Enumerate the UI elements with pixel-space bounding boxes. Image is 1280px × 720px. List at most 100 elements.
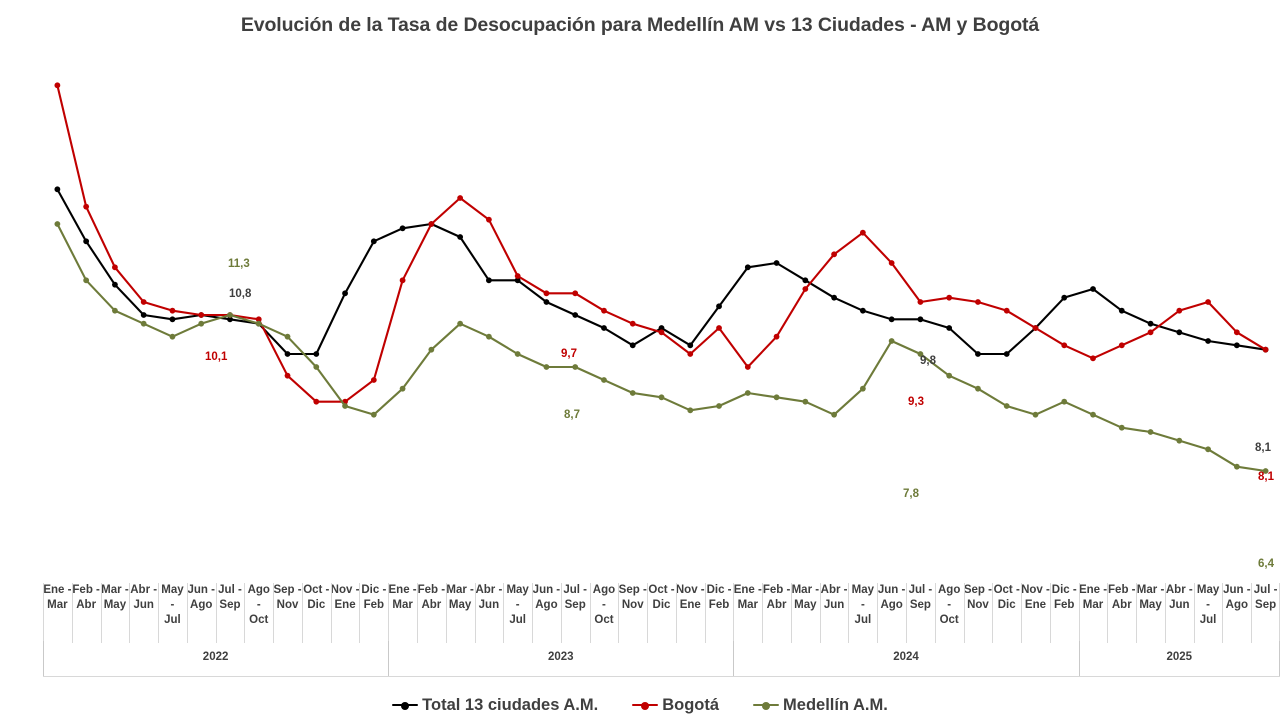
data-point bbox=[54, 82, 61, 89]
x-axis-tick-label: Abr - Jun bbox=[820, 584, 848, 611]
x-axis-tick-label: Feb - Abr bbox=[762, 584, 791, 611]
data-point bbox=[1061, 342, 1068, 349]
data-point bbox=[601, 377, 607, 383]
data-label: 8,7 bbox=[564, 409, 580, 421]
data-point bbox=[1061, 294, 1068, 301]
data-point bbox=[831, 251, 837, 258]
x-axis-tick bbox=[301, 583, 303, 643]
x-axis-tick-label: Nov - Ene bbox=[1021, 584, 1050, 611]
x-axis-tick bbox=[158, 583, 160, 643]
data-point bbox=[255, 320, 262, 327]
data-point bbox=[169, 307, 176, 314]
data-point bbox=[831, 294, 837, 301]
plot-area bbox=[0, 55, 1280, 575]
x-axis-tick bbox=[129, 583, 131, 643]
data-point bbox=[83, 238, 90, 245]
x-axis-tick bbox=[963, 583, 965, 643]
data-point bbox=[313, 364, 320, 370]
legend-item-2[interactable]: Bogotá bbox=[632, 696, 719, 715]
data-point bbox=[514, 273, 521, 279]
x-axis-tick bbox=[1164, 583, 1166, 643]
x-axis-tick-label: Oct - Dic bbox=[648, 584, 675, 611]
x-axis-tick-label: Nov - Ene bbox=[330, 584, 360, 611]
data-point bbox=[486, 333, 492, 340]
x-axis-tick bbox=[1136, 583, 1138, 643]
data-point bbox=[543, 299, 550, 305]
data-point bbox=[1262, 468, 1269, 474]
chart-title: Evolución de la Tasa de Desocupación par… bbox=[240, 14, 1040, 36]
data-point bbox=[342, 290, 348, 297]
x-axis-tick-label: Mar - May bbox=[791, 584, 820, 611]
x-axis-tick bbox=[503, 583, 505, 643]
x-axis-tick-label: Jul - Sep bbox=[908, 584, 933, 611]
data-label: 11,3 bbox=[228, 258, 250, 270]
x-axis-tick-label: Jul - Sep bbox=[1253, 584, 1278, 611]
x-axis-tick bbox=[388, 583, 390, 643]
x-axis-tick-label: Mar - May bbox=[101, 584, 129, 611]
data-point bbox=[227, 316, 233, 323]
data-point bbox=[744, 364, 751, 370]
data-point bbox=[227, 312, 233, 318]
data-point bbox=[83, 203, 90, 210]
x-axis-tick bbox=[1021, 583, 1023, 643]
legend-item-3[interactable]: Medellín A.M. bbox=[753, 696, 888, 715]
data-point bbox=[457, 234, 464, 240]
data-point bbox=[514, 351, 521, 357]
data-point bbox=[601, 325, 607, 331]
legend-marker-icon bbox=[392, 699, 419, 711]
data-point bbox=[1118, 307, 1125, 314]
data-point bbox=[773, 333, 780, 340]
x-axis-tick bbox=[71, 583, 73, 643]
data-point bbox=[370, 377, 377, 383]
x-axis-tick-label: Ago - Oct bbox=[937, 584, 961, 626]
data-point bbox=[1032, 411, 1039, 418]
x-axis-tick bbox=[416, 583, 418, 643]
x-axis-tick bbox=[704, 583, 706, 643]
data-point bbox=[1147, 429, 1154, 435]
x-axis-tick-label: Dic - Feb bbox=[706, 584, 732, 611]
data-point bbox=[486, 216, 492, 223]
legend-item-1[interactable]: Total 13 ciudades A.M. bbox=[392, 696, 598, 715]
x-axis-tick bbox=[330, 583, 332, 643]
data-point bbox=[112, 264, 118, 271]
data-point bbox=[716, 403, 722, 409]
year-label: 2023 bbox=[548, 651, 574, 663]
x-axis-tick bbox=[1078, 583, 1080, 643]
data-point bbox=[1205, 299, 1211, 305]
data-point bbox=[514, 277, 521, 284]
legend-label: Total 13 ciudades A.M. bbox=[422, 695, 599, 714]
x-axis-tick-label: Sep - Nov bbox=[273, 584, 302, 611]
data-point bbox=[1233, 329, 1240, 336]
data-point bbox=[543, 290, 550, 297]
data-point bbox=[313, 398, 320, 405]
x-axis-tick-label: Ene - Mar bbox=[388, 584, 417, 611]
data-point bbox=[946, 294, 953, 301]
x-axis-tick-label: Jun - Ago bbox=[187, 584, 215, 611]
data-point bbox=[198, 320, 205, 327]
data-point bbox=[802, 286, 809, 292]
x-axis-tick bbox=[906, 583, 908, 643]
x-axis-tick-label: Jun - Ago bbox=[532, 584, 561, 611]
x-axis-tick-label: Mar - May bbox=[1136, 584, 1165, 611]
legend-marker-icon bbox=[632, 699, 659, 711]
data-point bbox=[255, 316, 262, 323]
axis-baseline bbox=[43, 676, 1280, 677]
data-point bbox=[370, 411, 377, 418]
year-label: 2025 bbox=[1166, 651, 1193, 663]
data-point bbox=[1090, 286, 1096, 292]
data-point bbox=[572, 364, 579, 370]
legend-label: Bogotá bbox=[662, 695, 720, 714]
data-label: 8,1 bbox=[1258, 471, 1274, 483]
x-axis-tick-label: Ene - Mar bbox=[733, 584, 762, 611]
x-axis-tick bbox=[1049, 583, 1051, 643]
data-point bbox=[1003, 403, 1010, 409]
x-axis-tick bbox=[848, 583, 850, 643]
data-point bbox=[284, 372, 291, 379]
x-axis-tick-label: Ago - Oct bbox=[247, 584, 270, 626]
x-axis-tick bbox=[647, 583, 649, 643]
data-point bbox=[112, 281, 118, 288]
data-point bbox=[601, 307, 607, 314]
x-axis-tick-label: Feb - Abr bbox=[417, 584, 446, 611]
data-point bbox=[716, 303, 722, 310]
x-axis-tick-label: Abr - Jun bbox=[1165, 584, 1193, 611]
